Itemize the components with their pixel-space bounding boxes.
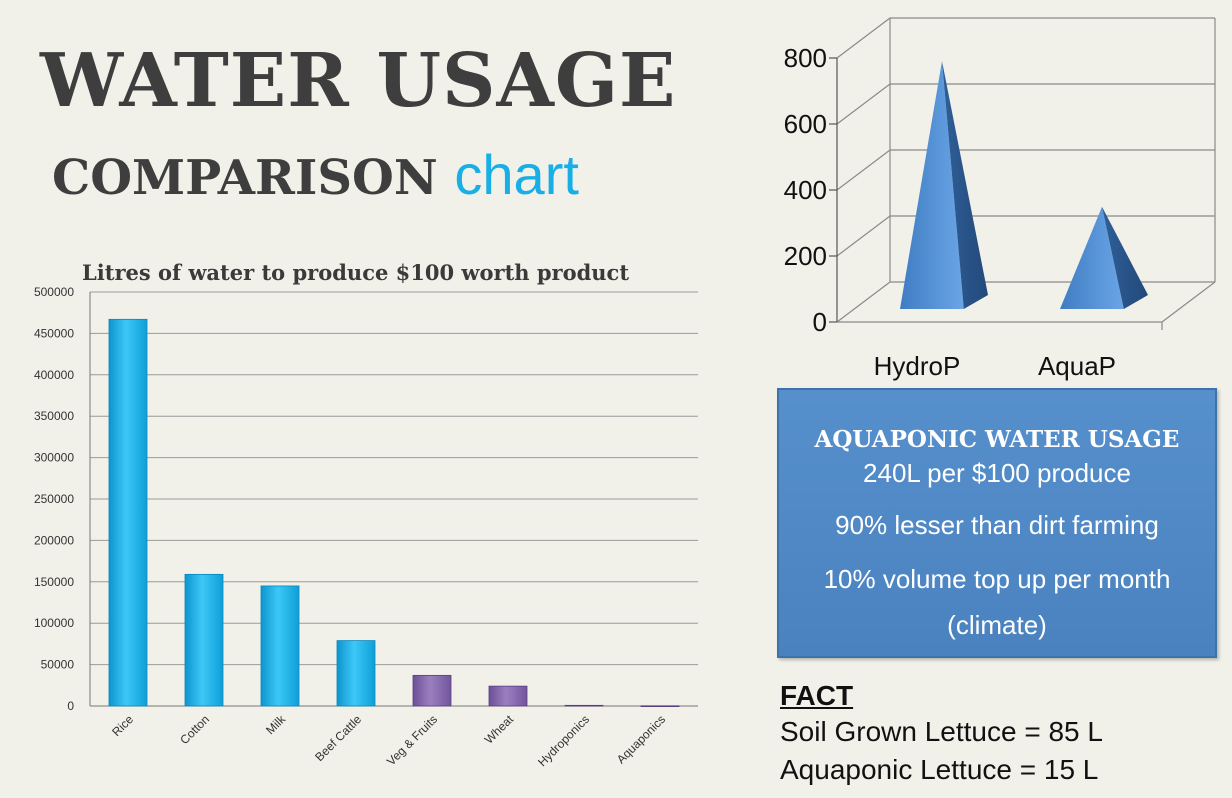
fact-line-2: Aquaponic Lettuce = 15 L	[780, 754, 1099, 785]
pyramid-side-face	[1102, 206, 1148, 309]
bar-cotton	[184, 573, 224, 707]
y-tick-label: 0	[67, 699, 74, 713]
info-line-1: 240L per $100 produce	[863, 458, 1131, 488]
pyramid-gridline	[836, 149, 1215, 191]
page-title: WATER USAGE	[40, 38, 677, 124]
pyramid-x-tick-label: HydroP	[874, 351, 961, 381]
y-tick-label: 250000	[34, 492, 74, 506]
bar-veg-fruits	[412, 674, 452, 707]
pyramid-y-tick-label: 600	[784, 109, 827, 139]
bar-rice	[108, 318, 148, 707]
bar-beef-cattle	[336, 640, 376, 707]
bar-aquaponics	[640, 705, 680, 708]
pyramid-front-face	[900, 61, 964, 309]
bar-hydroponics	[564, 704, 604, 707]
info-line-4: (climate)	[947, 610, 1047, 640]
y-tick-label: 400000	[34, 368, 74, 382]
pyramid-gridline	[836, 83, 1215, 125]
y-tick-label: 100000	[34, 616, 74, 630]
pyramid-hydrop	[900, 61, 988, 309]
y-tick-label: 200000	[34, 533, 74, 547]
info-line-3: 10% volume top up per month	[823, 564, 1171, 594]
pyramid-front-face	[1060, 206, 1124, 309]
pyramid-side-face	[942, 61, 988, 309]
y-tick-label: 350000	[34, 409, 74, 423]
fact-heading: FACT	[780, 680, 854, 711]
y-tick-label: 450000	[34, 326, 74, 340]
pyramid-y-tick-label: 200	[784, 241, 827, 271]
pyramid-gridline	[836, 215, 1215, 257]
y-tick-label: 50000	[41, 658, 75, 672]
bar-chart-title: Litres of water to produce $100 worth pr…	[82, 260, 630, 285]
pyramid-floor-edge	[837, 281, 1216, 323]
pyramid-aquap	[1060, 206, 1148, 309]
info-box: AQUAPONIC WATER USAGE 240L per $100 prod…	[777, 388, 1217, 658]
info-line-2: 90% lesser than dirt farming	[835, 510, 1159, 540]
bar-wheat	[488, 685, 528, 707]
y-tick-label: 500000	[34, 285, 74, 299]
pyramid-y-tick-label: 800	[784, 43, 827, 73]
pyramid-x-tick-label: AquaP	[1038, 351, 1116, 381]
info-heading: AQUAPONIC WATER USAGE	[814, 426, 1180, 453]
subtitle-accent: chart	[454, 143, 579, 206]
pyramid-gridline	[836, 17, 1215, 59]
y-tick-label: 300000	[34, 451, 74, 465]
page-subtitle: COMPARISON chart	[52, 142, 579, 207]
y-tick-label: 150000	[34, 575, 74, 589]
pyramid-y-tick-label: 400	[784, 175, 827, 205]
subtitle-main: COMPARISON	[52, 150, 438, 206]
pyramid-y-tick-label: 0	[813, 307, 827, 337]
bar-milk	[260, 585, 300, 707]
pyramid-gridline	[836, 281, 1215, 323]
fact-line-1: Soil Grown Lettuce = 85 L	[780, 716, 1103, 747]
